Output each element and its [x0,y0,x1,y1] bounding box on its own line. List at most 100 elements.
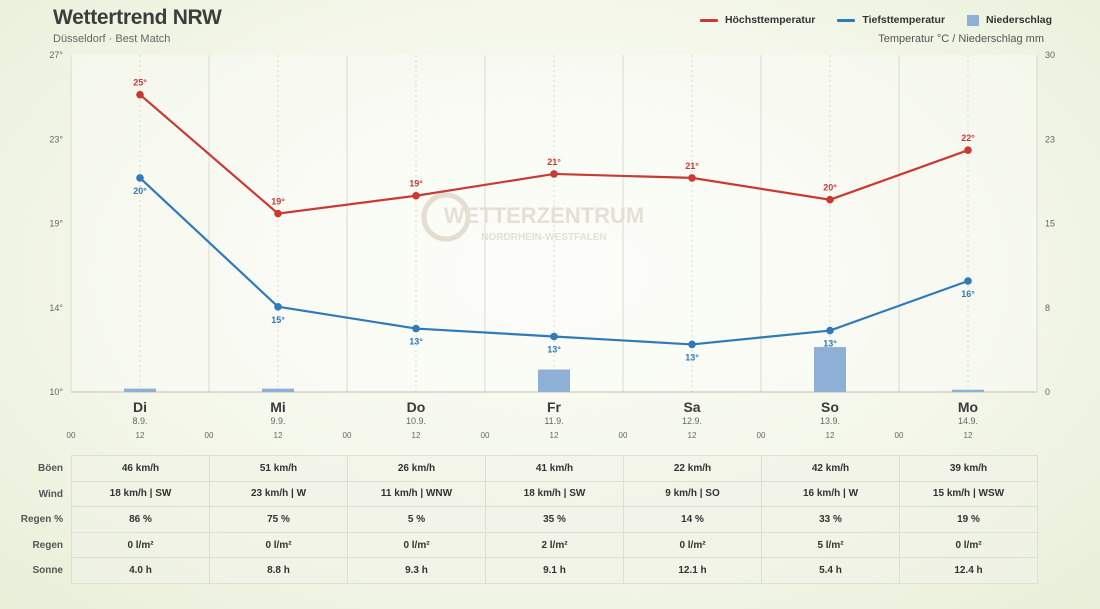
y-right-tick-label: 23 [1045,134,1055,144]
data-label: 13° [685,352,699,362]
x-tick-day: Sa [683,399,700,415]
y-right-tick-label: 15 [1045,219,1055,229]
x-tick-hour: 00 [205,431,214,440]
table-cell: 0 l/m² [899,531,1038,559]
x-tick-hour: 00 [757,431,766,440]
table-cell: 8.8 h [209,557,348,584]
data-point [964,277,972,285]
y-left-tick-label: 14° [49,303,63,313]
table-cell: 16 km/h | W [761,480,900,508]
legend-label-min: Tiefsttemperatur [862,14,946,26]
table-row-label: Regen % [20,514,63,526]
x-tick-day: Fr [547,399,562,415]
x-tick-hour: 12 [274,431,283,440]
data-label: 21° [685,161,699,171]
table-cell: 18 km/h | SW [485,480,624,508]
table-row-label: Böen [38,463,63,474]
data-label: 19° [409,179,423,189]
data-point [550,332,558,341]
data-point [688,340,696,349]
x-tick-day: Do [407,399,426,415]
x-tick-hour: 12 [136,431,145,440]
y-right-tick-label: 8 [1045,303,1050,313]
table-cell: 9.1 h [485,557,624,584]
data-point [688,174,696,182]
legend-swatch-precip [967,14,980,26]
x-tick-hour: 12 [412,431,421,440]
data-point [826,195,834,204]
x-tick-day: Mo [958,399,978,415]
data-label: 20° [133,186,147,196]
watermark-subtext: NORDRHEIN-WESTFALEN [481,232,607,243]
data-point [550,170,558,178]
table-cell: 39 km/h [899,455,1038,482]
table-cell: 0 l/m² [347,531,486,559]
x-tick-hour: 00 [343,431,352,440]
y-left-tick-label: 27° [49,50,63,60]
x-tick-hour: 12 [550,431,559,440]
x-tick-date: 14.9. [958,416,978,426]
x-tick-day: Mi [270,399,286,415]
table-row-label: Regen [32,539,63,551]
table-cell: 5 l/m² [761,531,900,559]
legend-label-max: Höchsttemperatur [724,14,816,26]
table-row: 18 km/h | SW 23 km/h | W 11 km/h | WNW 18 k… [71,480,1038,508]
x-tick-date: 12.9. [682,416,702,426]
precip-bar [538,369,570,392]
table-cell: 41 km/h [485,455,624,482]
table-cell: 42 km/h [761,455,900,482]
data-point [412,324,420,333]
x-tick-hour: 12 [964,431,973,440]
table-cell: 23 km/h | W [209,480,348,508]
table-row: 86 % 75 % 5 % 35 % 14 % 33 % 19 % [71,506,1038,533]
table-cell: 35 % [485,506,624,533]
weather-chart: 27° 23° 19° 14° 10° 30 23 15 8 0 WETTERZENTRUM NORD… [49,50,1055,440]
table-cell: 51 km/h [209,455,348,482]
table-cell: 33 % [761,506,900,533]
x-tick-hour: 00 [895,431,904,440]
data-point [274,302,282,311]
data-label: 19° [271,197,285,207]
watermark-logo-icon [421,192,471,242]
y-left-tick-label: 19° [49,219,63,229]
data-point [136,174,144,182]
data-label: 13° [823,339,837,349]
table-cell: 18 km/h | SW [71,480,210,508]
x-tick-hour: 00 [67,431,76,440]
x-tick-date: 13.9. [820,416,840,426]
data-label: 20° [823,183,837,193]
x-tick-day: So [821,399,839,415]
legend-item-min[interactable]: Tiefsttemperatur [837,14,945,26]
table-cell: 14 % [623,506,762,533]
y-left-tick-label: 10° [49,387,63,397]
data-point [826,326,834,335]
table-cell: 2 l/m² [485,531,624,559]
x-tick-hour: 00 [481,431,490,440]
table-row: 4.0 h 8.8 h 9.3 h 9.1 h 12.1 h 5.4 h 12.4 h [71,557,1038,584]
watermark-text: WETTERZENTRUM [444,203,644,228]
data-point [964,146,972,154]
data-label: 21° [547,157,561,167]
y-right-tick-label: 0 [1045,387,1050,397]
table-cell: 11 km/h | WNW [347,480,486,508]
precip-bar [814,347,846,392]
legend-swatch-max [699,18,718,22]
table-cell: 0 l/m² [71,531,210,559]
legend-item-precip[interactable]: Niederschlag [967,14,1052,26]
data-point [412,191,420,200]
x-tick-date: 10.9. [406,416,426,426]
page-title: Wettertrend NRW [53,6,222,29]
x-tick-day: Di [133,399,147,415]
table-cell: 15 km/h | WSW [899,480,1038,508]
table-cell: 5 % [347,506,486,533]
table-cell: 86 % [71,506,210,533]
data-label: 13° [409,337,423,347]
table-cell: 5.4 h [761,557,900,584]
table-cell: 75 % [209,506,348,533]
data-point [274,209,282,218]
precip-bar [952,389,984,392]
data-label: 13° [547,344,561,354]
table-row-label: Wind [38,488,63,500]
table-cell: 9 km/h | SO [623,480,762,508]
legend-item-max[interactable]: Höchsttemperatur [699,14,816,26]
